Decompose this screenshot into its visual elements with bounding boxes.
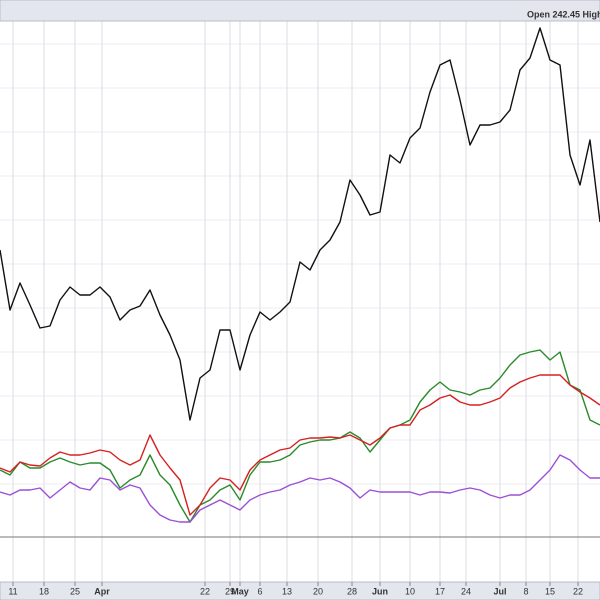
x-tick-label: 20: [313, 586, 323, 596]
grid: [0, 21, 600, 582]
x-tick-label: Apr: [94, 586, 110, 596]
series-line: [0, 349, 600, 523]
x-tick-label: May: [231, 586, 249, 596]
x-tick-label: 8: [523, 586, 528, 596]
x-tick-label: 13: [282, 586, 292, 596]
x-tick-label: 22: [200, 586, 210, 596]
x-tick-label: 22: [573, 586, 583, 596]
x-tick-label: Jun: [372, 586, 388, 596]
x-tick-label: 18: [39, 586, 49, 596]
header-text: Open 242.45 High 2: [527, 9, 600, 19]
series-line: [0, 454, 600, 523]
x-axis-band: [0, 581, 600, 600]
series-line: [0, 27, 600, 421]
x-tick-label: 15: [545, 586, 555, 596]
header-bar: [0, 0, 600, 22]
series-line: [0, 374, 600, 516]
x-tick-label: 10: [405, 586, 415, 596]
x-tick-label: Jul: [493, 586, 506, 596]
lines: [0, 27, 600, 523]
x-tick-label: 6: [257, 586, 262, 596]
x-tick-label: 28: [347, 586, 357, 596]
x-tick-label: 24: [461, 586, 471, 596]
x-tick-label: 11: [8, 586, 17, 596]
x-tick-label: 25: [70, 586, 80, 596]
x-tick-label: 17: [435, 586, 445, 596]
x-tick-label: 29: [225, 586, 235, 596]
